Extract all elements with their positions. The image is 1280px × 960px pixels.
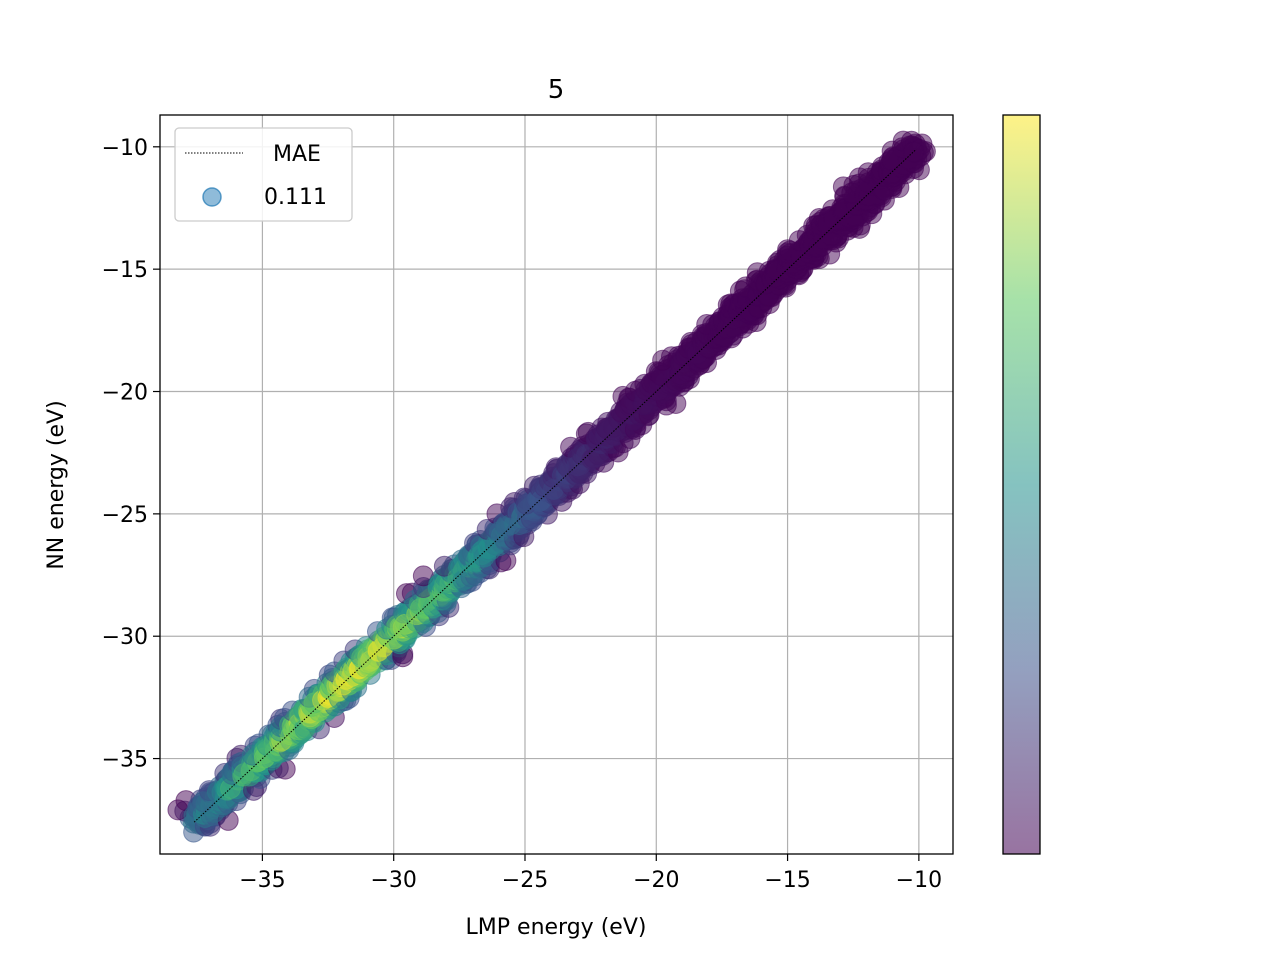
x-ticks: −35 −30 −25 −20 −15 −10 — [239, 854, 942, 893]
x-tick-label: −15 — [764, 868, 810, 893]
colorbar-gradient — [1003, 115, 1040, 854]
y-tick-label: −35 — [102, 748, 148, 773]
legend-mae-value: 0.111 — [264, 185, 327, 210]
legend-mae-label: MAE — [273, 142, 321, 167]
x-axis-label: LMP energy (eV) — [466, 915, 647, 940]
colorbar-frame — [1002, 114, 1041, 855]
y-tick-label: −30 — [102, 625, 148, 650]
x-tick-label: −20 — [633, 868, 679, 893]
y-axis-label: NN energy (eV) — [44, 400, 69, 569]
data-points — [167, 130, 936, 843]
y-tick-label: −20 — [102, 381, 148, 406]
x-tick-label: −25 — [502, 868, 548, 893]
y-tick-label: −10 — [102, 136, 148, 161]
reference-line — [193, 148, 917, 823]
y-tick-label: −25 — [102, 503, 148, 528]
plot-frame — [159, 114, 954, 855]
x-tick-label: −10 — [896, 868, 942, 893]
x-tick-label: −30 — [370, 868, 416, 893]
legend-marker — [202, 187, 222, 207]
x-tick-label: −35 — [239, 868, 285, 893]
y-tick-label: −15 — [102, 258, 148, 283]
y-ticks: −35 −30 −25 −20 −15 −10 — [102, 136, 160, 773]
legend: MAE 0.111 — [174, 127, 353, 222]
colorbar — [1002, 114, 1041, 855]
chart-title: 5 — [548, 75, 565, 105]
